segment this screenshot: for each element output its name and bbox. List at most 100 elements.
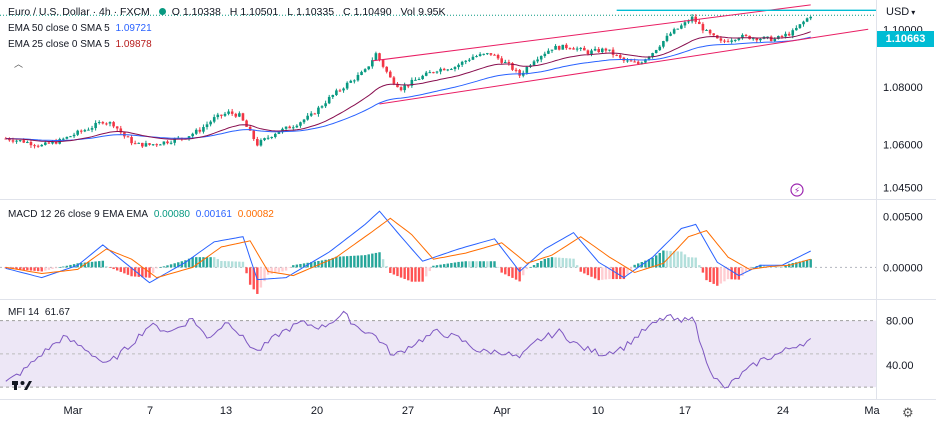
candle-body	[518, 70, 521, 76]
macd-histogram-bar	[532, 265, 536, 268]
macd-histogram-bar	[241, 261, 245, 268]
candle-body	[618, 55, 622, 58]
macd-histogram-bar	[345, 256, 349, 268]
macd-histogram-bar	[310, 262, 313, 268]
candle-body	[8, 138, 11, 141]
macd-histogram-bar	[432, 265, 435, 268]
macd-histogram-bar	[672, 251, 676, 268]
candle-body	[486, 53, 489, 55]
collapse-legend-chevron-icon[interactable]: ︿	[14, 59, 24, 69]
candle-body	[565, 44, 568, 49]
macd-histogram-bar	[705, 267, 708, 281]
time-tick-label: 20	[311, 405, 323, 417]
macd-histogram-bar	[597, 267, 600, 281]
candle-body	[795, 27, 798, 31]
candle-body	[15, 140, 18, 142]
currency-selector[interactable]: USD ▾	[886, 6, 915, 18]
macd-histogram-bar	[644, 260, 647, 268]
candle-body	[672, 29, 676, 34]
candle-body	[547, 50, 550, 54]
candle-body	[662, 41, 665, 47]
macd-histogram-bar	[299, 263, 302, 268]
candle-body	[543, 53, 547, 57]
macd-histogram-bar	[18, 267, 22, 270]
macd-histogram-bar	[622, 267, 626, 280]
candle-body	[212, 117, 216, 122]
time-tick-label: 13	[220, 405, 232, 417]
macd-histogram-bar	[338, 256, 342, 268]
macd-histogram-bar	[378, 252, 381, 268]
macd-histogram-bar	[126, 267, 130, 275]
current-price-tag: 1.10663	[877, 31, 934, 47]
macd-legend[interactable]: MACD 12 26 close 9 EMA EMA 0.00080 0.001…	[8, 208, 277, 222]
candle-body	[144, 143, 148, 147]
logo-part	[24, 381, 32, 390]
logo-part	[14, 381, 17, 390]
ema50-legend[interactable]: EMA 50 close 0 SMA 5 1.09721	[8, 22, 155, 36]
macd-histogram-bar	[284, 267, 288, 271]
mfi-legend[interactable]: MFI 14 61.67	[8, 306, 73, 320]
candle-body	[223, 113, 227, 116]
macd-histogram-bar	[80, 262, 83, 268]
candle-body	[202, 127, 205, 132]
candle-body	[299, 122, 302, 126]
channel-upper-line	[372, 4, 811, 62]
candle-body	[295, 125, 299, 128]
candle-body	[414, 79, 417, 81]
candle-body	[428, 72, 432, 74]
channel-lower-line	[379, 28, 869, 105]
low-value: 1.10335	[296, 6, 335, 18]
macd-histogram-bar	[187, 258, 191, 268]
candle-body	[805, 18, 809, 22]
mfi-tick-label: 40.00	[886, 360, 914, 372]
candle-body	[809, 16, 813, 19]
time-tick-label: 24	[777, 405, 789, 417]
candle-body	[766, 36, 769, 38]
candle-body	[277, 132, 281, 134]
candle-body	[76, 130, 79, 135]
macd-histogram-bar	[263, 267, 266, 282]
macd-histogram-bar	[133, 267, 137, 277]
candle-body	[309, 113, 313, 116]
time-tick-label: Apr	[493, 405, 510, 417]
candle-body	[507, 62, 511, 64]
event-circle	[790, 183, 804, 197]
macd-histogram-bar	[141, 267, 144, 278]
candle-body	[22, 140, 26, 143]
macd-histogram-bar	[522, 267, 525, 276]
candle-body	[536, 59, 539, 62]
macd-histogram-bar	[259, 267, 263, 288]
candle-body	[65, 136, 69, 139]
settings-gear-icon[interactable]: ⚙	[902, 405, 914, 420]
candle-body	[629, 60, 633, 62]
candle-body	[26, 141, 29, 143]
candle-body	[586, 50, 590, 54]
candle-body	[44, 142, 47, 145]
macd-histogram-bar	[166, 265, 169, 268]
macd-histogram-bar	[698, 265, 701, 268]
macd-histogram-bar	[385, 266, 388, 268]
macd-histogram-bar	[26, 267, 29, 271]
candle-body	[687, 21, 690, 23]
macd-histogram-bar	[730, 267, 733, 280]
candle-body	[550, 49, 554, 51]
macd-histogram-bar	[759, 264, 762, 268]
macd-histogram-bar	[302, 263, 306, 268]
candle-body	[356, 74, 360, 81]
volume-label: Vol	[400, 6, 416, 18]
candle-body	[780, 35, 784, 37]
ema50-line	[5, 36, 811, 142]
macd-histogram-bar	[252, 267, 255, 290]
candle-body	[220, 114, 223, 116]
candle-body	[159, 144, 162, 146]
candle-body	[33, 145, 36, 147]
candle-body	[198, 129, 202, 132]
ema25-value: 1.09878	[115, 39, 152, 50]
candle-body	[266, 137, 270, 139]
candle-body	[611, 49, 615, 55]
candle-body	[101, 122, 105, 124]
candle-body	[514, 69, 518, 71]
candle-body	[388, 71, 392, 78]
ema25-legend[interactable]: EMA 25 close 0 SMA 5 1.09878	[8, 38, 155, 52]
macd-histogram-bar	[230, 261, 234, 268]
